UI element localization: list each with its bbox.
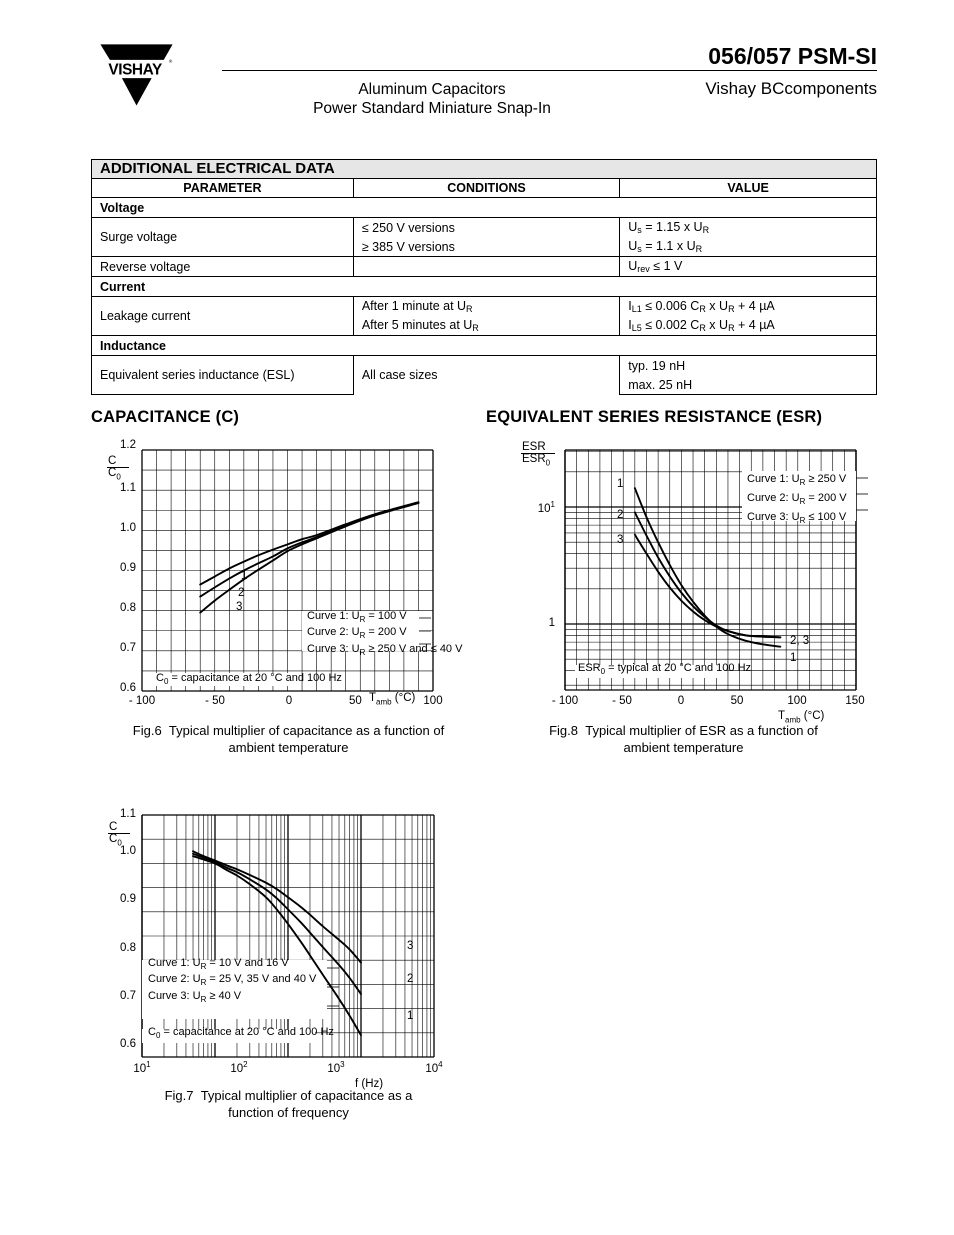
svg-text:®: ®	[169, 58, 173, 64]
svg-text:VISHAY: VISHAY	[108, 61, 163, 78]
